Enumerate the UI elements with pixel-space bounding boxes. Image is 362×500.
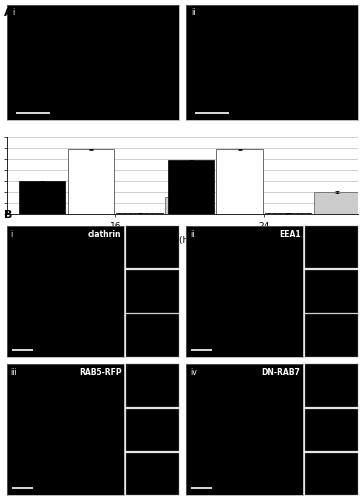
Bar bbox=[19, 182, 66, 214]
Text: ii: ii bbox=[190, 230, 194, 239]
Text: i: i bbox=[11, 230, 13, 239]
Bar bbox=[117, 213, 163, 214]
Bar bbox=[216, 150, 262, 214]
X-axis label: Time (hours): Time (hours) bbox=[154, 236, 211, 246]
Text: B: B bbox=[4, 210, 12, 220]
Bar bbox=[165, 196, 211, 214]
Text: EEA1: EEA1 bbox=[279, 230, 300, 239]
Bar bbox=[265, 213, 311, 214]
Text: clathrin: clathrin bbox=[88, 230, 122, 239]
Text: RAB5-RFP: RAB5-RFP bbox=[79, 368, 122, 378]
Text: DN-RAB7: DN-RAB7 bbox=[262, 368, 300, 378]
Text: iii: iii bbox=[11, 368, 17, 378]
Text: iv: iv bbox=[190, 368, 197, 378]
Bar bbox=[168, 160, 214, 214]
Text: i: i bbox=[12, 8, 14, 18]
Bar bbox=[68, 150, 114, 214]
Text: A: A bbox=[4, 8, 12, 18]
Text: ii: ii bbox=[191, 8, 196, 18]
Bar bbox=[314, 192, 360, 214]
